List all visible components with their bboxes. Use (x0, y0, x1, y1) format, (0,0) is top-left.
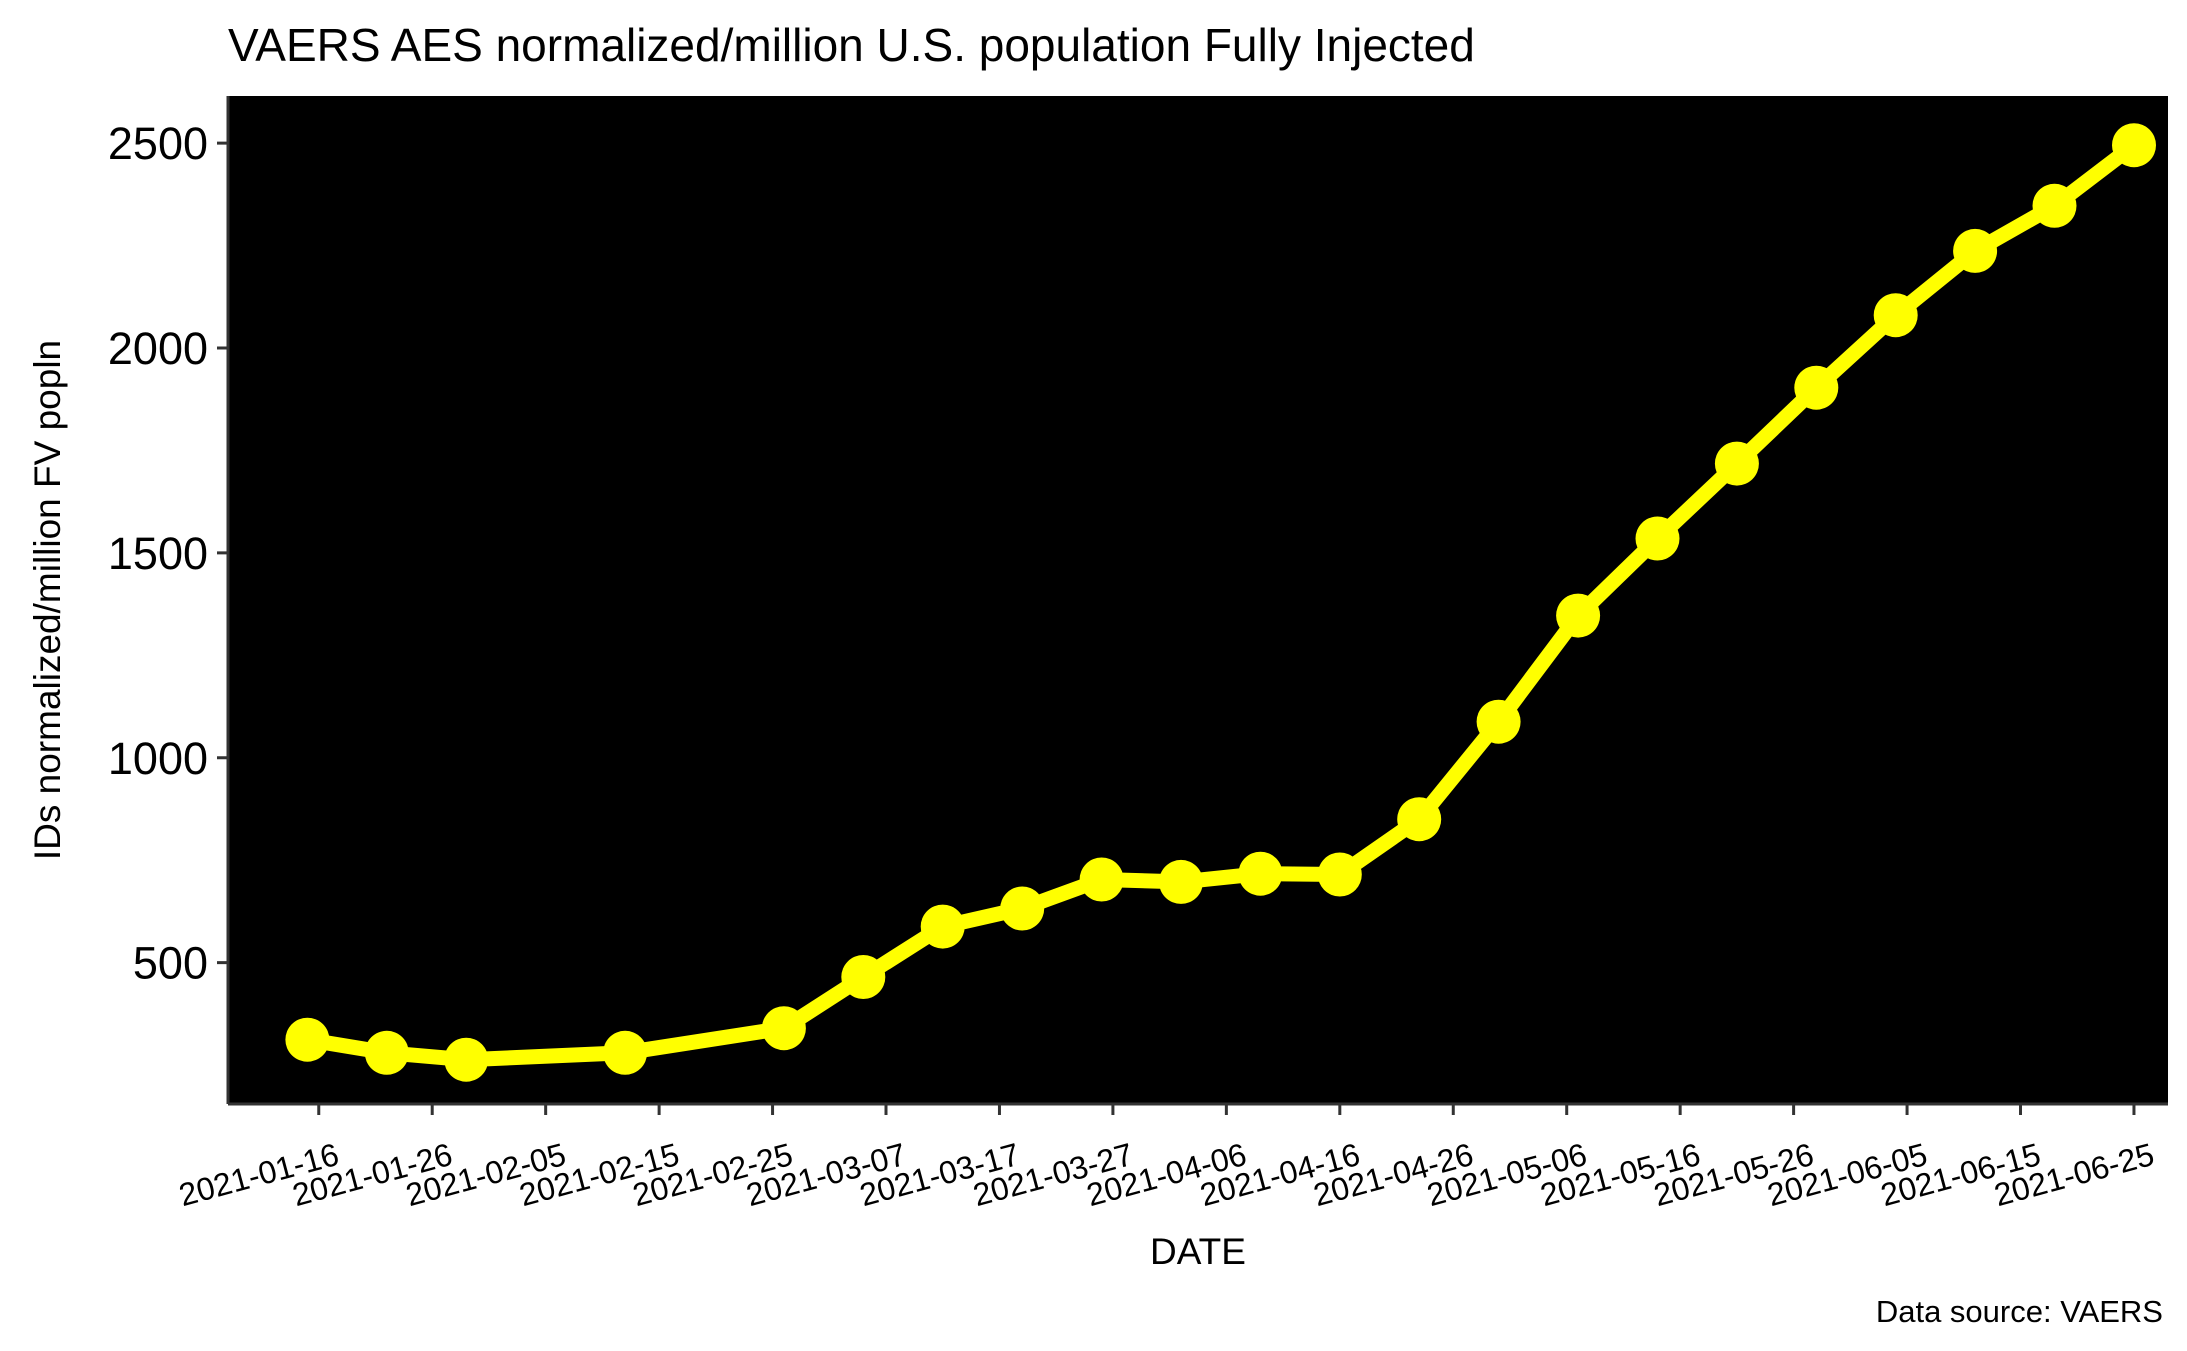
data-point (761, 1006, 806, 1051)
y-axis: 500 1000 1500 2000 2500 (108, 96, 230, 1104)
plot-panel (228, 96, 2168, 1104)
y-axis-title: IDs normalized/million FV popln (27, 340, 68, 860)
y-tick-label: 2000 (108, 323, 208, 374)
data-point (1476, 699, 1521, 744)
data-point (1317, 852, 1362, 897)
data-point (1556, 593, 1601, 638)
data-point (841, 955, 886, 999)
series-line (299, 137, 2142, 1068)
data-point (603, 1030, 648, 1075)
data-point (2032, 183, 2077, 228)
data-point (1000, 886, 1045, 931)
y-tick-label: 1500 (108, 528, 208, 579)
data-point (364, 1030, 409, 1075)
y-tick-label: 1000 (108, 733, 208, 784)
x-axis: 2021-01-162021-01-262021-02-052021-02-15… (175, 1102, 2168, 1213)
data-point (1635, 516, 1680, 561)
data-marks (285, 123, 2156, 1082)
data-point (1714, 441, 1759, 486)
data-point (1079, 857, 1124, 902)
data-point (2112, 123, 2156, 168)
chart-title: VAERS AES normalized/million U.S. popula… (228, 19, 1475, 71)
data-point (1794, 365, 1839, 410)
chart-caption: Data source: VAERS (1876, 1294, 2163, 1329)
data-point (1397, 797, 1442, 842)
y-tick-label: 2500 (108, 118, 208, 169)
data-point (1873, 293, 1918, 338)
data-point (444, 1037, 489, 1082)
data-point (1159, 859, 1203, 904)
data-point (1953, 228, 1998, 273)
x-axis-title: DATE (1150, 1231, 1246, 1272)
data-point (920, 904, 965, 949)
data-point (285, 1017, 330, 1062)
y-tick-label: 500 (133, 938, 208, 989)
data-point (1238, 851, 1283, 896)
